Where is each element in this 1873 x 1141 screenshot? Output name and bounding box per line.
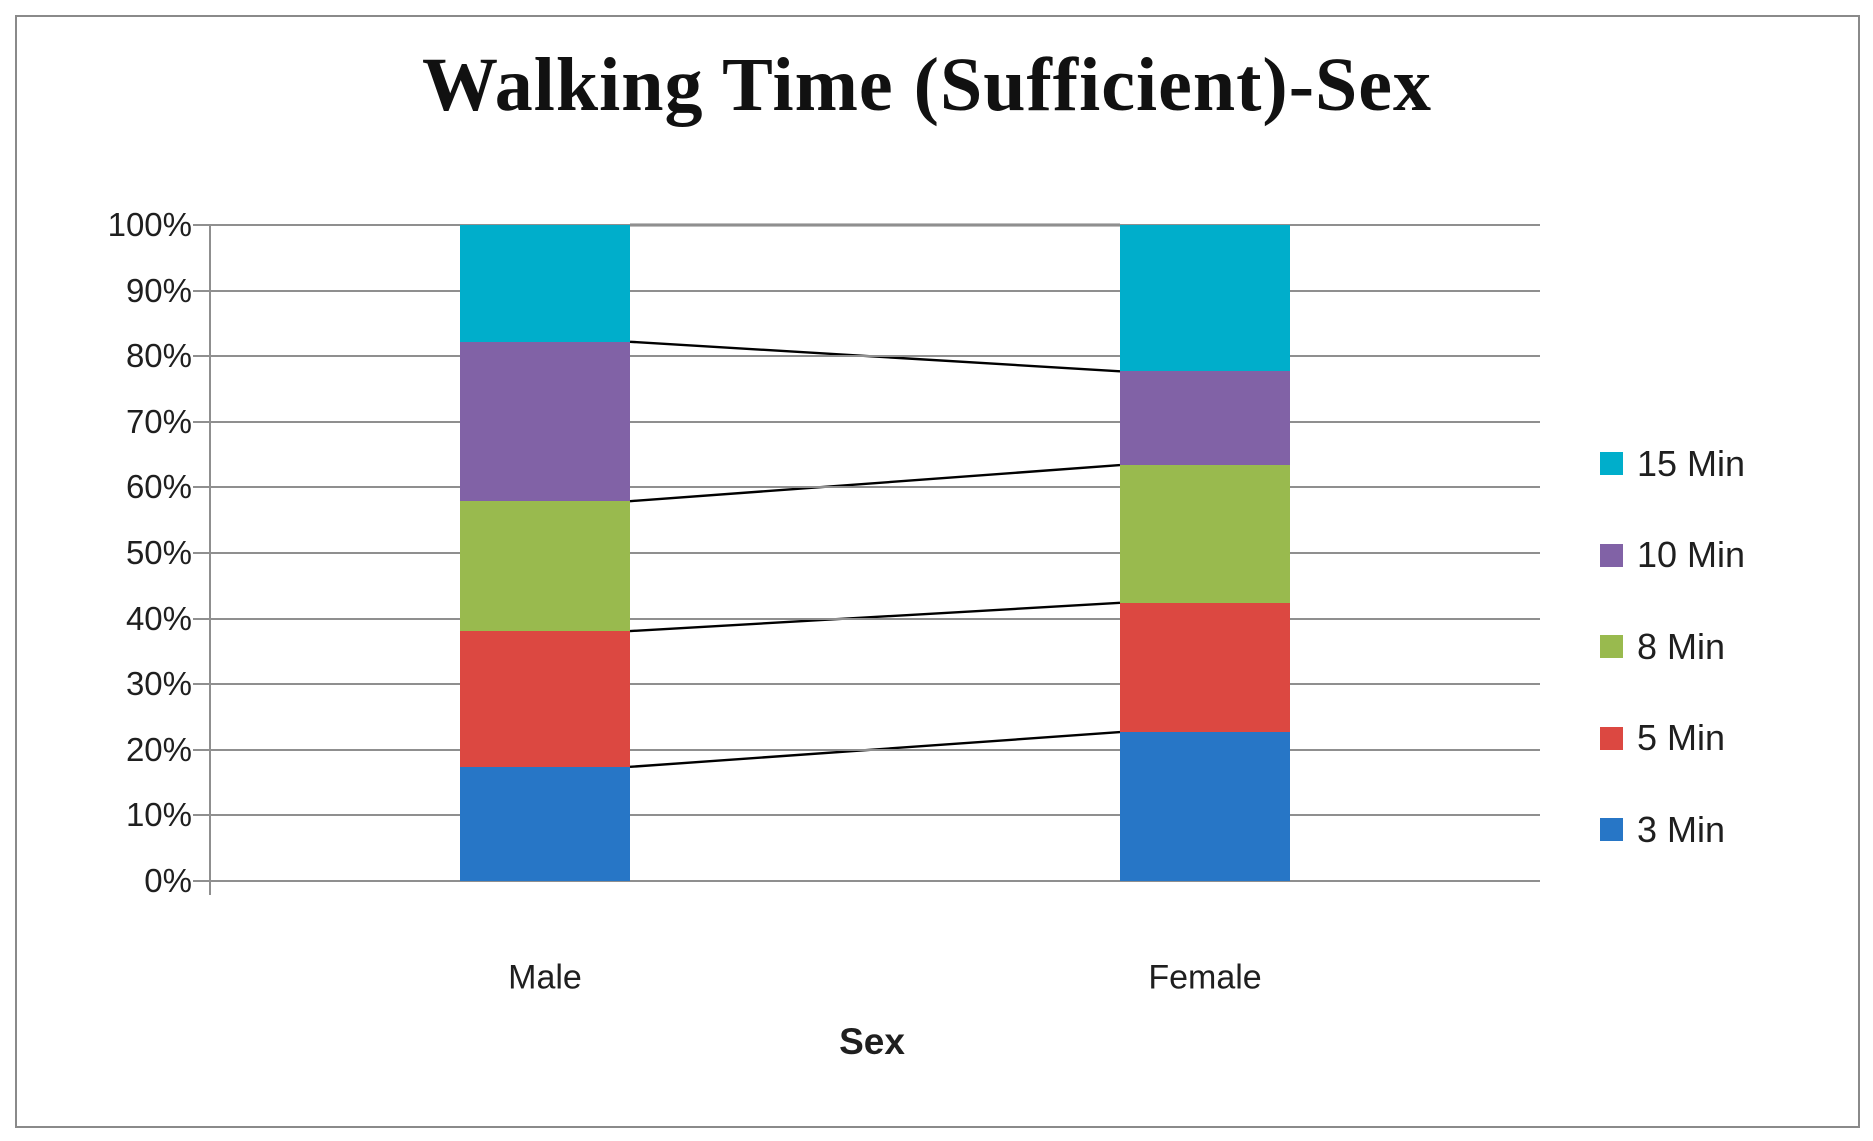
y-tick-label: 10% [125,796,192,834]
y-axis-tick [193,814,210,817]
x-axis-title: Sex [839,1021,905,1062]
category-label-female: Female [1148,958,1262,997]
y-tick-label: 40% [125,599,192,637]
legend-item-8-min[interactable]: 8 Min [1600,626,1725,668]
chart-title: Walking Time (Sufficient)-Sex [421,43,1433,127]
legend-item-5-min[interactable]: 5 Min [1600,717,1725,759]
y-axis-tick [193,880,210,882]
y-tick-label: 70% [125,402,192,440]
legend-label: 15 Min [1637,442,1746,484]
legend-label: 8 Min [1637,625,1726,667]
gridline-90% [210,289,1540,292]
connector-line-5-min [629,601,1121,633]
y-axis-tick [193,420,210,423]
y-axis-line [209,225,211,895]
legend-item-15-min[interactable]: 15 Min [1600,443,1745,485]
bar-segment-male-8-min[interactable] [460,501,630,632]
bar-segment-male-10-min[interactable] [460,341,630,502]
gridline-50% [210,552,1540,554]
gridline-40% [210,617,1540,620]
gridline-30% [210,683,1540,686]
y-tick-label: 20% [125,730,192,768]
y-tick-label: 90% [125,271,192,309]
y-axis-tick [193,355,210,358]
legend-swatch-10-min [1600,543,1623,567]
y-tick-label: 60% [125,468,192,506]
bar-segment-male-5-min[interactable] [460,631,630,767]
y-tick-label: 100% [107,206,192,243]
y-axis-tick [193,552,210,554]
gridline-60% [210,486,1540,489]
legend-label: 5 Min [1637,717,1726,758]
y-axis-tick [193,748,210,751]
y-tick-label: 30% [125,665,192,703]
y-tick-label: 50% [125,534,192,571]
legend-swatch-3-min [1600,818,1623,841]
category-label-male: Male [508,958,582,997]
bar-segment-female-15-min[interactable] [1120,225,1290,372]
y-tick-label: 80% [125,337,192,375]
bar-segment-female-8-min[interactable] [1120,465,1290,603]
legend-label: 3 Min [1637,808,1726,850]
legend-swatch-8-min [1600,635,1623,658]
y-tick-label: 0% [144,862,192,899]
bar-segment-female-3-min[interactable] [1120,732,1290,881]
connector-line-8-min [629,463,1121,503]
gridline-20% [210,748,1540,751]
legend-swatch-15-min [1600,452,1623,475]
y-axis-tick [193,289,210,292]
y-axis-tick [193,683,210,686]
y-axis-tick [193,617,210,620]
bar-segment-male-3-min[interactable] [460,766,630,881]
legend-item-3-min[interactable]: 3 Min [1600,809,1725,851]
gridline-70% [210,420,1540,423]
gridline-10% [210,814,1540,817]
legend-swatch-5-min [1600,726,1623,750]
gridline-80% [210,355,1540,358]
y-axis-tick [193,486,210,489]
bar-segment-male-15-min[interactable] [460,225,630,342]
gridline-0% [210,880,1540,882]
y-axis-tick [193,224,210,226]
bar-segment-female-10-min[interactable] [1120,371,1290,466]
gridline-100% [210,224,1540,226]
legend-label: 10 Min [1637,534,1746,575]
chart-border [15,15,1860,1128]
bar-segment-female-5-min[interactable] [1120,602,1290,733]
legend-item-10-min[interactable]: 10 Min [1600,534,1745,576]
